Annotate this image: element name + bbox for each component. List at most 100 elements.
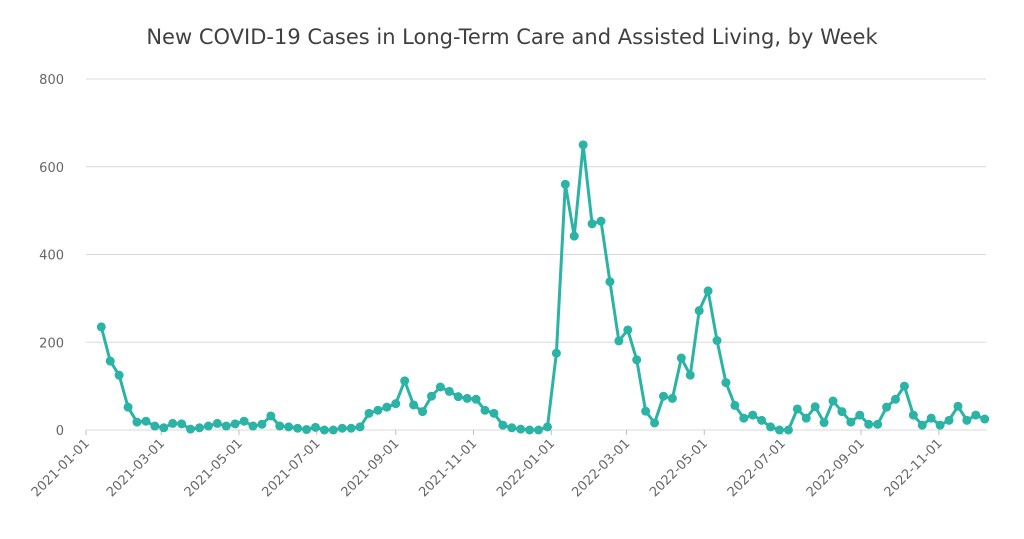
data-point — [132, 417, 142, 427]
data-point — [426, 391, 436, 401]
data-point — [846, 417, 856, 427]
data-point — [944, 415, 954, 425]
data-point — [480, 405, 490, 415]
data-point — [212, 418, 222, 428]
data-point — [632, 355, 642, 365]
data-point — [159, 423, 169, 433]
data-point — [837, 407, 847, 417]
data-point — [587, 219, 597, 229]
x-tick-label: 2021-07-01 — [260, 436, 324, 500]
x-tick-label: 2021-03-01 — [104, 436, 168, 500]
data-point — [882, 402, 892, 412]
data-point — [489, 408, 499, 418]
data-point — [168, 418, 178, 428]
data-point — [516, 424, 526, 434]
data-point — [355, 422, 365, 432]
data-point — [534, 425, 544, 435]
data-point — [551, 348, 561, 358]
data-point — [409, 400, 419, 410]
data-point — [284, 422, 294, 432]
data-point — [507, 423, 517, 433]
data-point — [337, 423, 347, 433]
data-point — [810, 402, 820, 412]
data-point — [560, 179, 570, 189]
x-tick-label: 2022-05-01 — [647, 436, 711, 500]
data-point — [703, 286, 713, 296]
data-point — [730, 400, 740, 410]
data-point — [980, 414, 990, 424]
data-point — [908, 410, 918, 420]
data-point — [801, 413, 811, 423]
data-point — [828, 396, 838, 406]
data-point — [917, 420, 927, 430]
y-tick-label: 800 — [39, 73, 64, 88]
data-point — [757, 415, 767, 425]
x-tick-label: 2022-09-01 — [804, 436, 868, 500]
data-point — [650, 418, 660, 428]
data-point — [310, 422, 320, 432]
data-point — [275, 421, 285, 431]
x-tick-label: 2021-05-01 — [182, 436, 246, 500]
data-point — [748, 410, 758, 420]
data-point — [658, 391, 668, 401]
data-point — [150, 421, 160, 431]
data-point — [319, 425, 329, 435]
data-point — [641, 406, 651, 416]
data-point — [453, 392, 463, 402]
data-point — [578, 140, 588, 150]
data-point — [971, 410, 981, 420]
data-point — [774, 425, 784, 435]
data-point — [177, 419, 187, 429]
data-point — [792, 404, 802, 414]
data-point — [462, 393, 472, 403]
data-point — [953, 401, 963, 411]
data-point — [542, 422, 552, 432]
data-point — [114, 370, 124, 380]
data-point — [230, 419, 240, 429]
data-point — [302, 425, 312, 435]
data-point — [328, 425, 338, 435]
data-point — [391, 399, 401, 409]
data-point — [596, 216, 606, 226]
data-point — [623, 325, 633, 335]
x-tick-label: 2022-03-01 — [569, 436, 633, 500]
data-point — [783, 425, 793, 435]
data-point — [935, 420, 945, 430]
y-tick-label: 400 — [39, 249, 64, 264]
x-tick-label: 2022-07-01 — [725, 436, 789, 500]
data-point — [685, 370, 695, 380]
data-point — [186, 424, 196, 434]
data-point — [873, 419, 883, 429]
data-point — [123, 402, 133, 412]
data-point — [203, 421, 213, 431]
data-point — [614, 336, 624, 346]
data-point — [444, 386, 454, 396]
data-point — [569, 231, 579, 241]
data-point — [96, 322, 106, 332]
data-point — [293, 423, 303, 433]
data-point — [498, 420, 508, 430]
data-point — [676, 353, 686, 363]
data-point — [400, 376, 410, 386]
data-point — [855, 410, 865, 420]
x-tick-label: 2022-01-01 — [494, 436, 558, 500]
data-point — [694, 306, 704, 316]
x-tick-label: 2021-11-01 — [416, 436, 480, 500]
data-point — [373, 405, 383, 415]
data-point — [239, 416, 249, 426]
data-point — [141, 416, 151, 426]
data-point — [257, 419, 267, 429]
data-point — [667, 393, 677, 403]
series-line — [99, 143, 986, 432]
data-point — [899, 381, 909, 391]
y-tick-label: 200 — [39, 336, 64, 351]
data-point — [712, 335, 722, 345]
data-point — [364, 408, 374, 418]
y-tick-label: 600 — [39, 161, 64, 176]
data-point — [248, 421, 258, 431]
data-point — [926, 413, 936, 423]
data-point — [819, 418, 829, 428]
data-point — [766, 422, 776, 432]
data-point — [105, 356, 115, 366]
